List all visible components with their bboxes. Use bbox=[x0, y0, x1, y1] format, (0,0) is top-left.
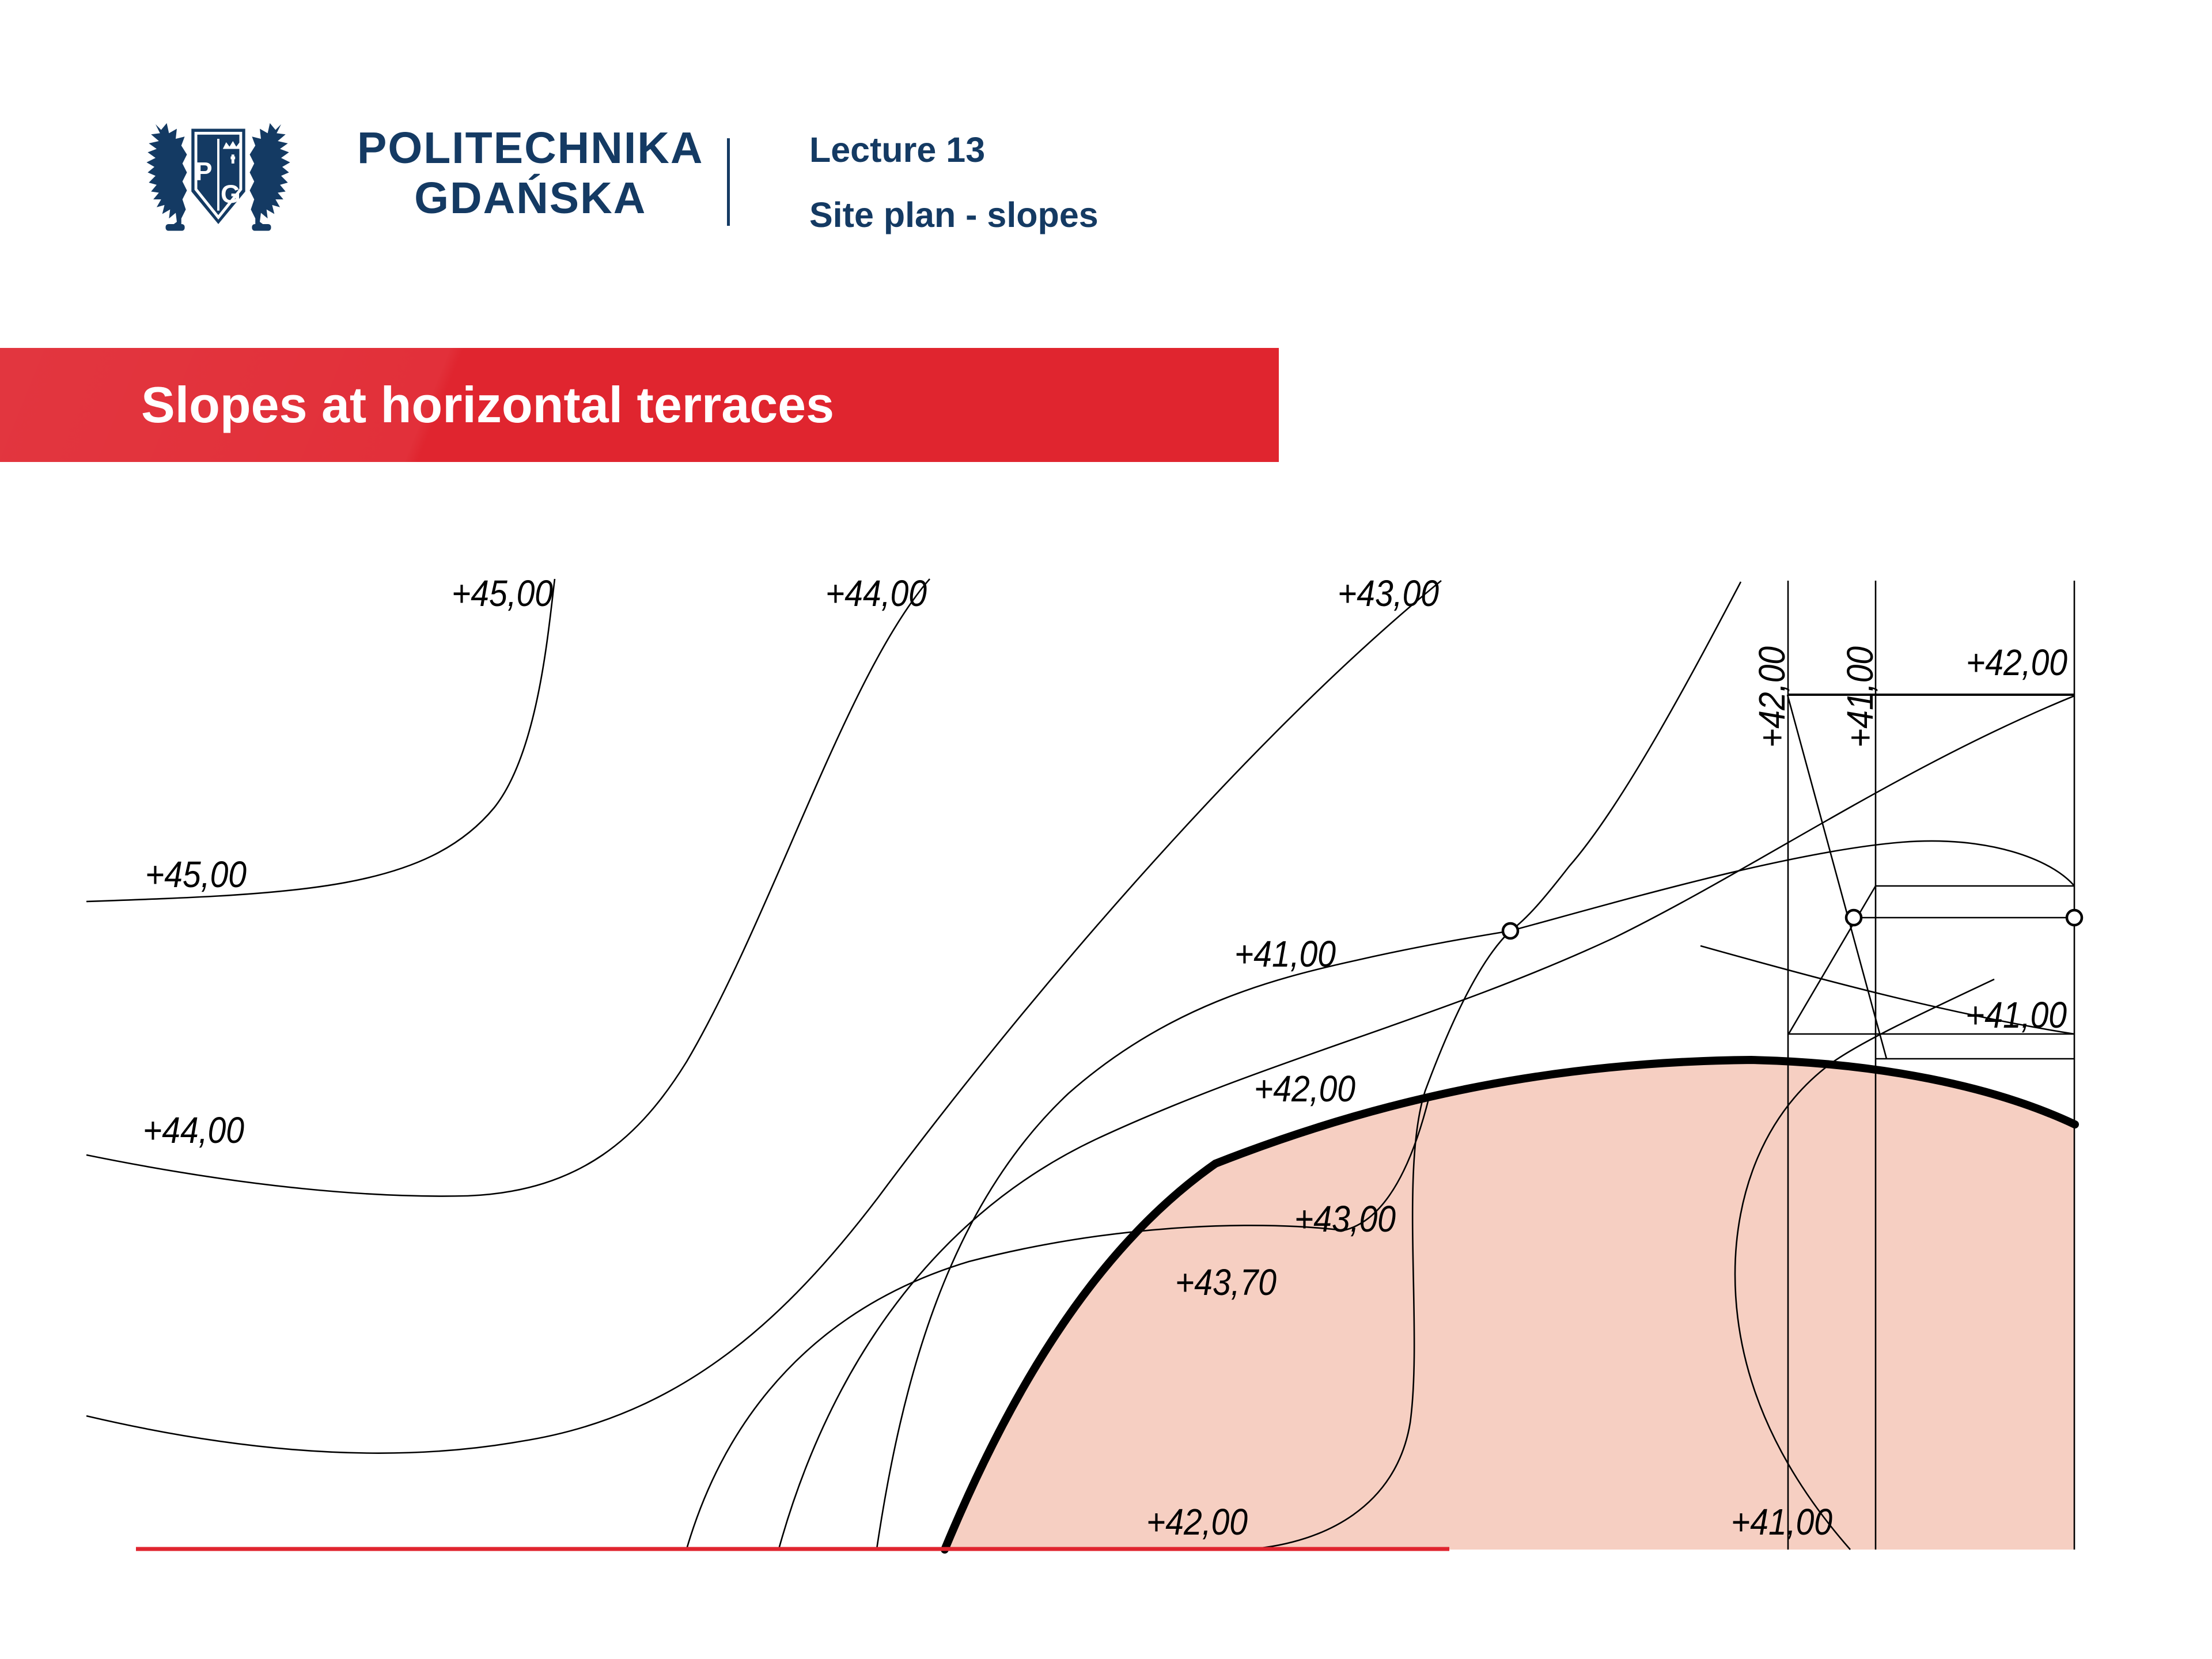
lecture-subtitle: Site plan - slopes bbox=[809, 195, 1099, 234]
crest-lion-left bbox=[146, 123, 187, 231]
spot-point bbox=[1844, 908, 1863, 927]
contour-45 bbox=[86, 578, 556, 903]
contour-42-middle bbox=[778, 695, 2075, 1550]
monogram-g: G bbox=[221, 180, 241, 209]
spot-point bbox=[2065, 908, 2084, 927]
elevation-label: +42,00 bbox=[1966, 642, 2067, 683]
elevation-label: +43,70 bbox=[1175, 1262, 1277, 1303]
banner: Slopes at horizontal terraces bbox=[0, 348, 1279, 462]
crest-shield: P G bbox=[191, 128, 245, 224]
crest-lion-right bbox=[249, 123, 290, 231]
elevation-label: +42,00 bbox=[1146, 1501, 1248, 1543]
elevation-label: +43,00 bbox=[1294, 1198, 1396, 1240]
elevation-label: +41,00 bbox=[1965, 994, 2067, 1036]
terrace-fill bbox=[945, 1060, 2075, 1550]
crown-icon bbox=[222, 141, 242, 149]
elevation-label: +45,00 bbox=[145, 854, 247, 895]
elevation-label: +42,00 bbox=[1751, 646, 1793, 748]
contour-steep-through-point bbox=[1251, 581, 1742, 1550]
elevation-label: +43,00 bbox=[1338, 573, 1439, 614]
university-name-line2: GDAŃSKA bbox=[414, 173, 647, 223]
header-divider bbox=[727, 138, 730, 226]
lecture-block: Lecture 13 Site plan - slopes bbox=[809, 132, 1099, 233]
contour-44 bbox=[86, 578, 930, 1197]
terrace-boundary bbox=[941, 1055, 2079, 1554]
elevation-label: +44,00 bbox=[143, 1109, 244, 1151]
spot-point bbox=[1501, 922, 1520, 940]
monogram-p: P bbox=[195, 157, 213, 186]
slope-diagonal-long bbox=[1786, 694, 1888, 1059]
university-name-line1: POLITECHNIKA bbox=[357, 123, 704, 173]
elevation-label: +42,00 bbox=[1254, 1068, 1355, 1109]
slope-diagonal-short bbox=[1787, 885, 1877, 1035]
cross-icon bbox=[230, 154, 236, 164]
elevation-labels: +45,00 +44,00 +43,00 +42,00 +41,00 +42,00 +45,… bbox=[143, 573, 2067, 1543]
elevation-label: +41,00 bbox=[1234, 933, 1336, 975]
elevation-label: +41,00 bbox=[1731, 1501, 1832, 1543]
elevation-label: +41,00 bbox=[1839, 646, 1881, 748]
contour-41-middle bbox=[876, 840, 2075, 1550]
university-wordmark: POLITECHNIKA GDAŃSKA bbox=[357, 123, 704, 224]
contour-43 bbox=[86, 579, 1442, 1455]
contour-43-middle bbox=[685, 1094, 1431, 1550]
contour-41-terrace-loop bbox=[1734, 978, 1995, 1550]
lecture-title: Lecture 13 bbox=[809, 130, 986, 169]
spot-elevation-points bbox=[1501, 908, 2084, 940]
contour-41-right bbox=[1700, 945, 2075, 1035]
elevation-label: +44,00 bbox=[825, 573, 927, 614]
elevation-label: +45,00 bbox=[452, 573, 553, 614]
university-logo: P G bbox=[146, 123, 290, 231]
